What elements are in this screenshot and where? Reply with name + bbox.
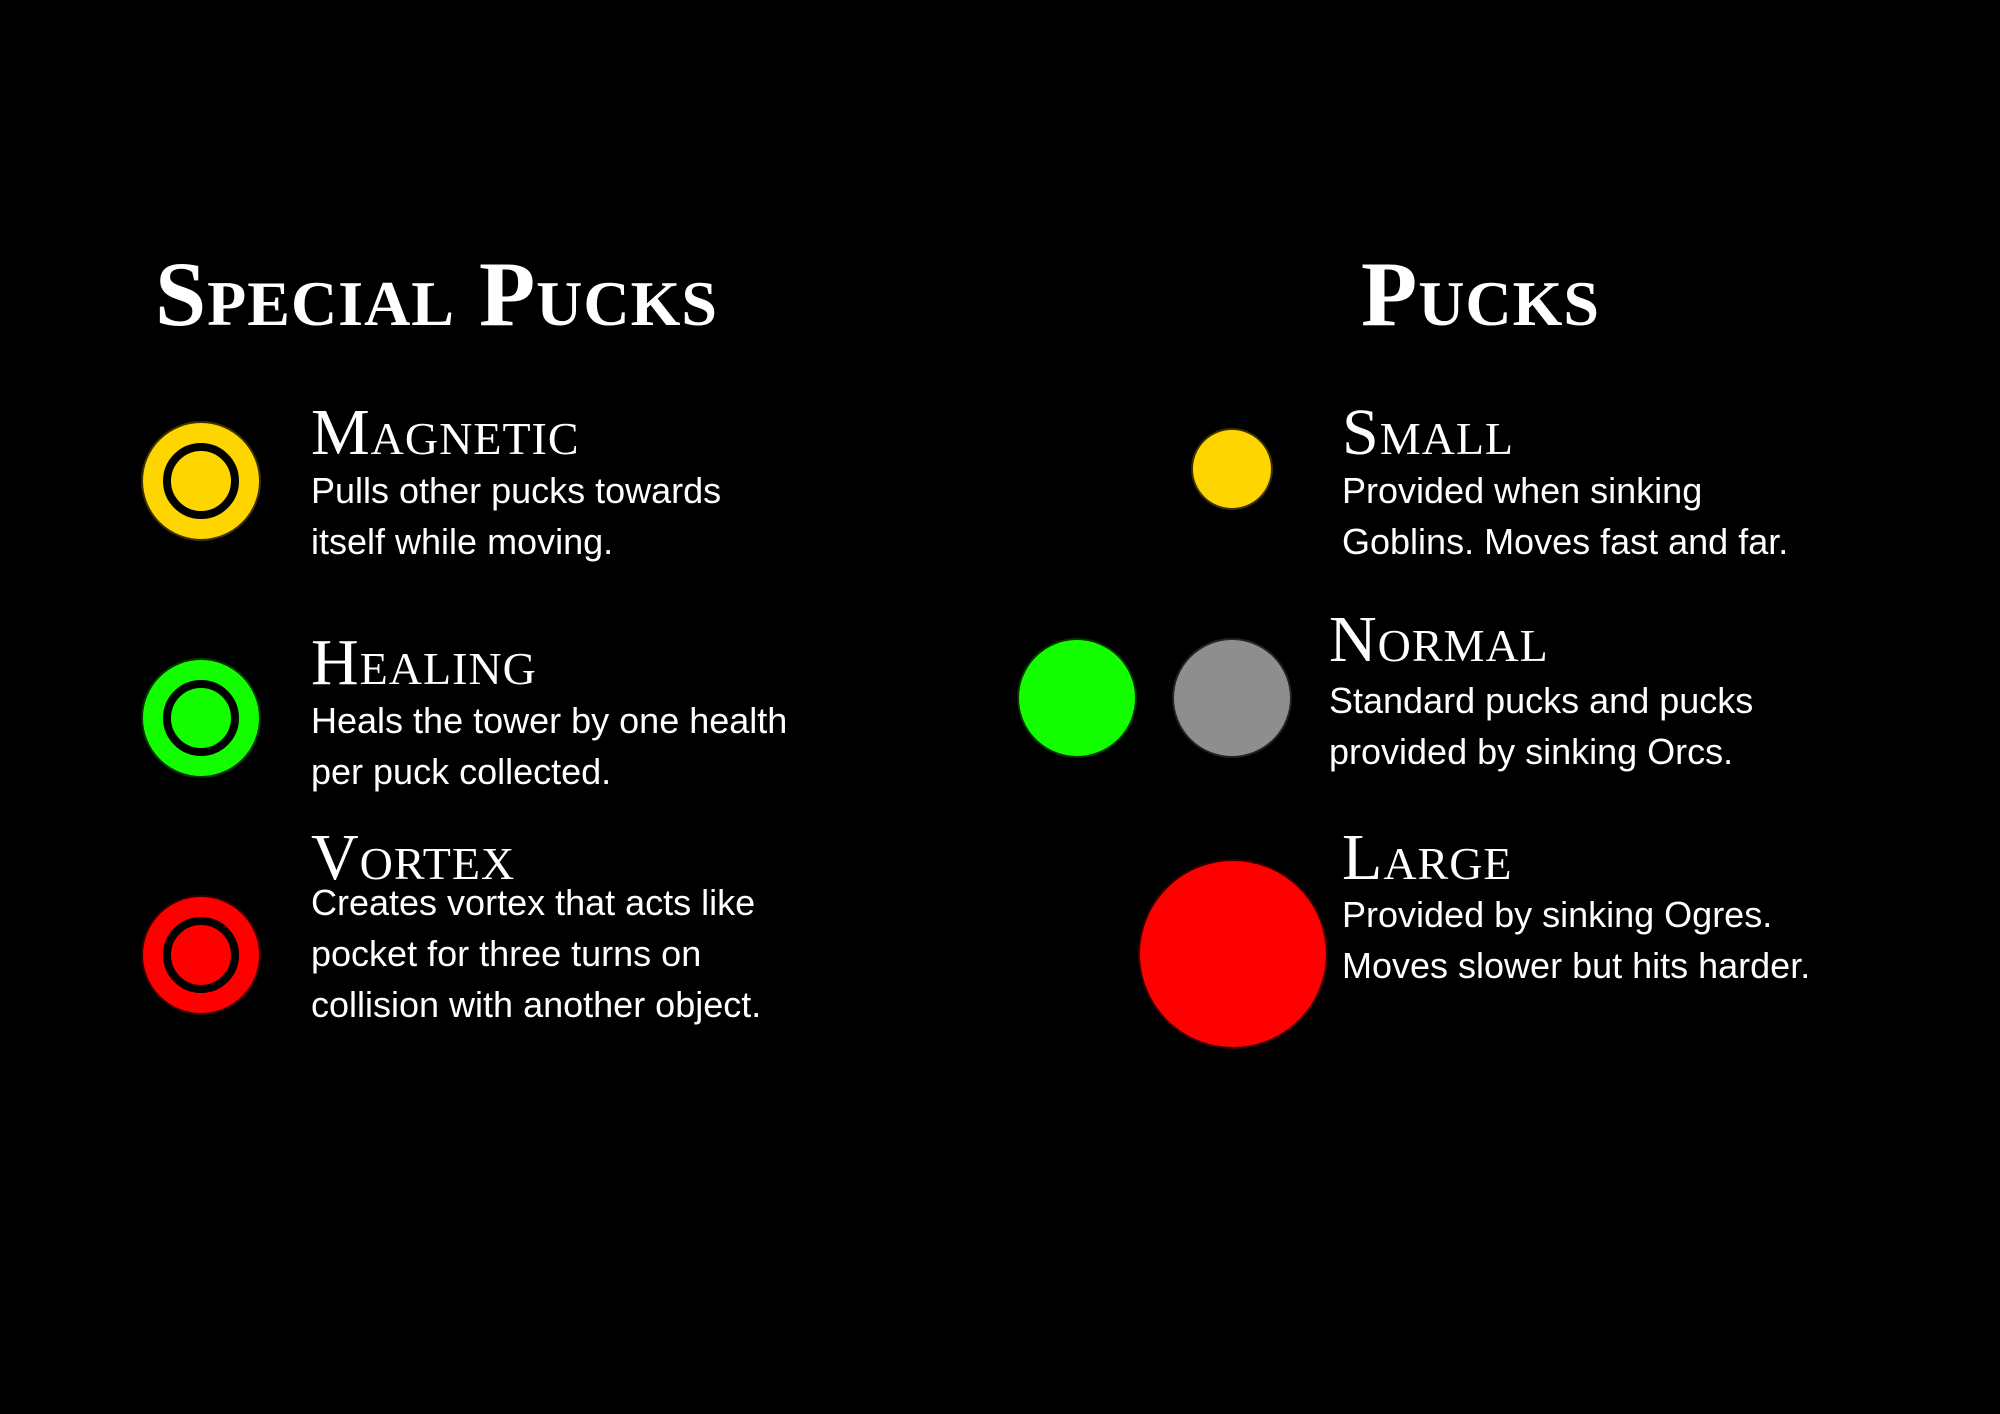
small-description: Provided when sinking Goblins. Moves fas… [1342, 470, 1789, 562]
magnetic-description: Pulls other pucks towards itself while m… [311, 470, 722, 562]
healing-puck-icon [141, 658, 261, 778]
normal-gray-puck-icon [1172, 638, 1292, 758]
normal-description: Standard pucks and pucks provided by sin… [1329, 680, 1754, 772]
normal-title: Normal [1329, 603, 1549, 676]
vortex-description: Creates vortex that acts like pocket for… [311, 882, 762, 1025]
vortex-title: Vortex [311, 821, 516, 894]
normal-green-puck-icon [1017, 638, 1137, 758]
healing-title: Healing [311, 626, 537, 699]
special-pucks-title: Special Pucks [155, 243, 718, 345]
magnetic-puck-icon [141, 421, 261, 541]
small-puck-icon [1191, 428, 1273, 510]
magnetic-title: Magnetic [311, 396, 580, 469]
large-puck-icon [1138, 859, 1328, 1049]
small-title: Small [1342, 396, 1515, 469]
large-description: Provided by sinking Ogres. Moves slower … [1342, 894, 1811, 986]
large-title: Large [1342, 821, 1513, 894]
pucks-title: Pucks [1361, 243, 1601, 345]
healing-description: Heals the tower by one health per puck c… [311, 700, 788, 792]
vortex-puck-icon [141, 895, 261, 1015]
